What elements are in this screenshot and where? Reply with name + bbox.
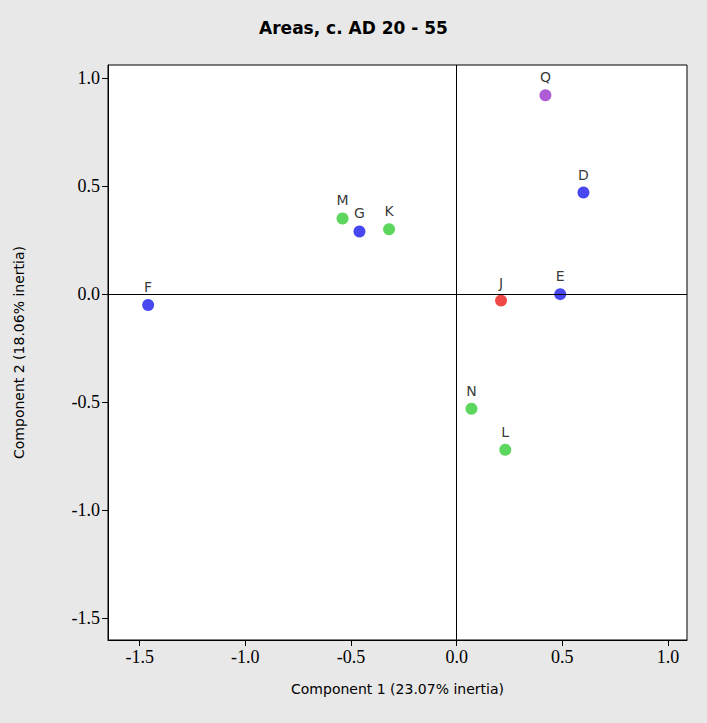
svg-text:Q: Q [540, 69, 551, 85]
svg-text:0.0: 0.0 [445, 647, 468, 667]
svg-text:N: N [466, 383, 476, 399]
svg-text:-0.5: -0.5 [337, 647, 366, 667]
svg-text:1.0: 1.0 [78, 68, 101, 88]
svg-text:Component 1 (23.07% inertia): Component 1 (23.07% inertia) [291, 681, 504, 697]
svg-text:-1.5: -1.5 [125, 647, 154, 667]
svg-text:1.0: 1.0 [657, 647, 680, 667]
svg-text:D: D [578, 167, 589, 183]
svg-text:M: M [337, 192, 349, 208]
svg-text:L: L [501, 424, 509, 440]
svg-text:0.0: 0.0 [78, 284, 101, 304]
svg-text:-0.5: -0.5 [72, 392, 101, 412]
svg-text:Areas, c. AD 20 - 55: Areas, c. AD 20 - 55 [259, 18, 448, 38]
svg-text:0.5: 0.5 [78, 176, 101, 196]
svg-text:-1.0: -1.0 [231, 647, 260, 667]
svg-text:0.5: 0.5 [551, 647, 574, 667]
svg-text:Component 2 (18.06% inertia): Component 2 (18.06% inertia) [11, 246, 27, 459]
svg-text:E: E [556, 268, 565, 284]
svg-text:F: F [144, 279, 152, 295]
svg-text:-1.5: -1.5 [72, 608, 101, 628]
svg-text:G: G [354, 205, 365, 221]
svg-text:-1.0: -1.0 [72, 500, 101, 520]
svg-text:K: K [384, 203, 394, 219]
svg-text:J: J [498, 275, 503, 291]
